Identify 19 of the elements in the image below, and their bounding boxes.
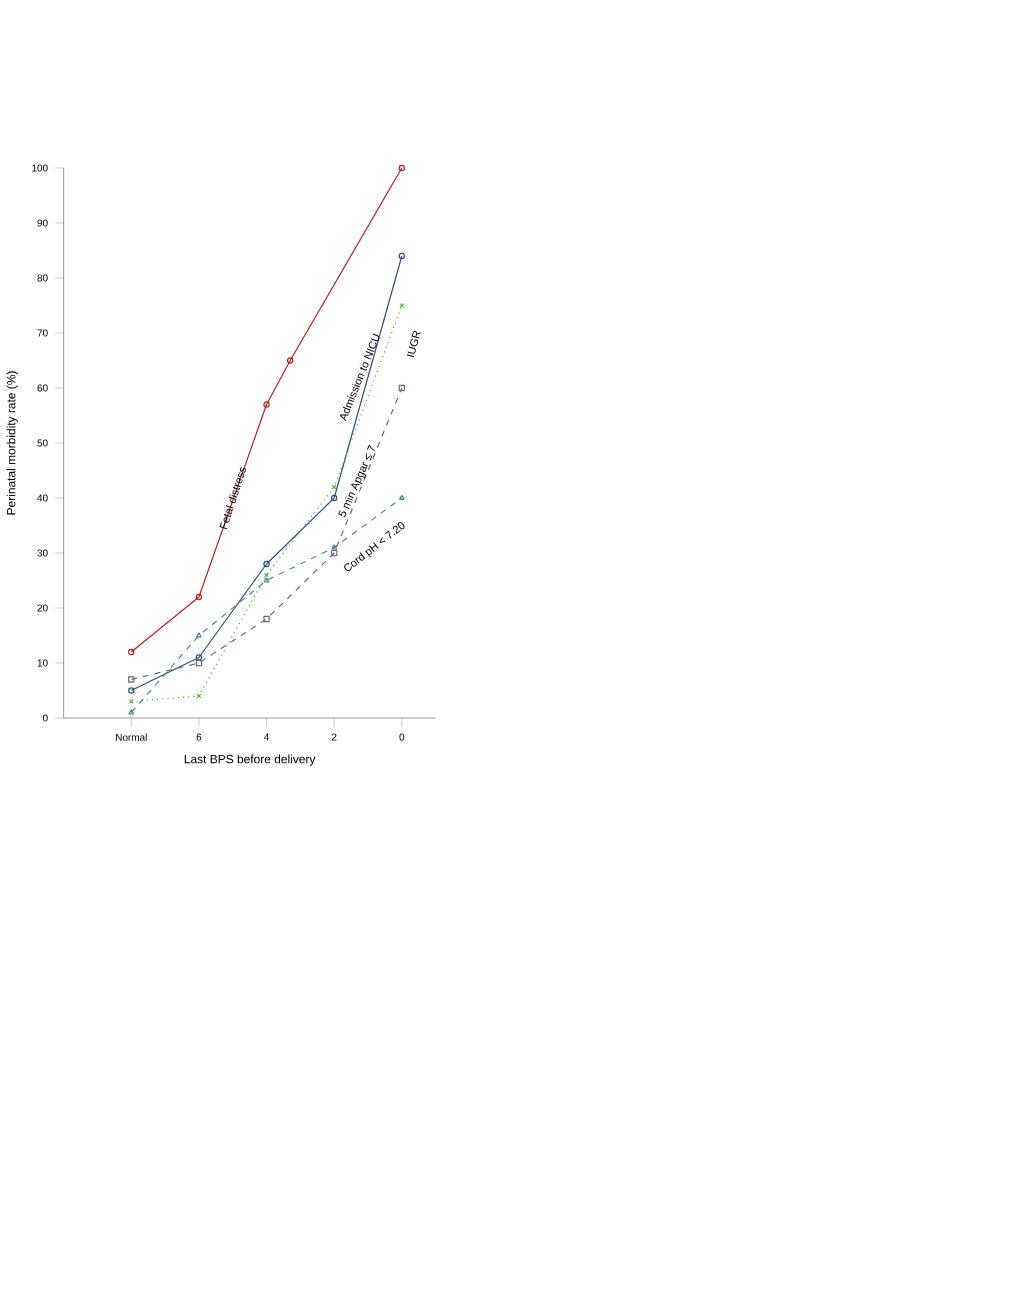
point <box>195 654 203 661</box>
point <box>331 484 337 490</box>
point <box>398 384 406 392</box>
point <box>195 659 203 667</box>
point <box>263 560 270 568</box>
point <box>331 544 338 550</box>
point <box>287 357 294 364</box>
point <box>128 676 135 683</box>
point <box>196 693 202 699</box>
point <box>399 494 405 500</box>
point <box>331 549 338 557</box>
point <box>331 494 338 502</box>
point <box>196 632 202 638</box>
point <box>263 615 270 623</box>
point <box>263 577 270 583</box>
point <box>264 572 270 578</box>
point <box>195 593 203 601</box>
point <box>263 401 270 408</box>
point <box>128 709 135 715</box>
